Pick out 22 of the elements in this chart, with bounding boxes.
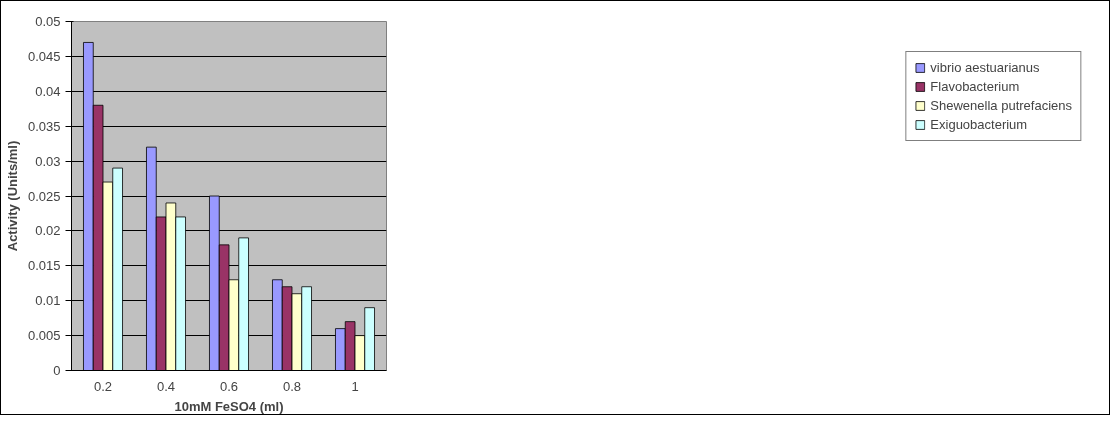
y-tick-label: 0.025 bbox=[27, 188, 61, 204]
legend-label: vibrio aestuarianus bbox=[930, 60, 1040, 75]
y-axis-title: Activity (Units/ml) bbox=[4, 140, 20, 252]
y-tick-label: 0.02 bbox=[35, 223, 61, 239]
y-tick-label: 0.03 bbox=[35, 153, 61, 169]
y-tick-label: 0.045 bbox=[27, 48, 61, 64]
x-tick-label: 0.8 bbox=[282, 378, 302, 394]
legend-label: Exiguobacterium bbox=[930, 117, 1028, 132]
x-axis-title: 10mM FeSO4 (ml) bbox=[174, 398, 284, 414]
y-tick-label: 0.015 bbox=[27, 258, 61, 274]
x-tick-label: 0.4 bbox=[156, 378, 176, 394]
x-tick-label: 0.2 bbox=[93, 378, 113, 394]
x-tick-label: 1 bbox=[351, 378, 359, 394]
y-tick-label: 0 bbox=[53, 363, 61, 378]
y-tick-label: 0.005 bbox=[27, 328, 61, 344]
y-tick-label: 0.035 bbox=[27, 118, 61, 134]
y-tick-label: 0.04 bbox=[35, 83, 61, 99]
legend-label: Flavobacterium bbox=[930, 79, 1020, 94]
y-tick-label: 0.05 bbox=[35, 14, 61, 29]
y-tick-label: 0.01 bbox=[35, 293, 61, 309]
x-tick-label: 0.6 bbox=[219, 378, 239, 394]
legend-label: Shewenella putrefaciens bbox=[930, 98, 1072, 113]
